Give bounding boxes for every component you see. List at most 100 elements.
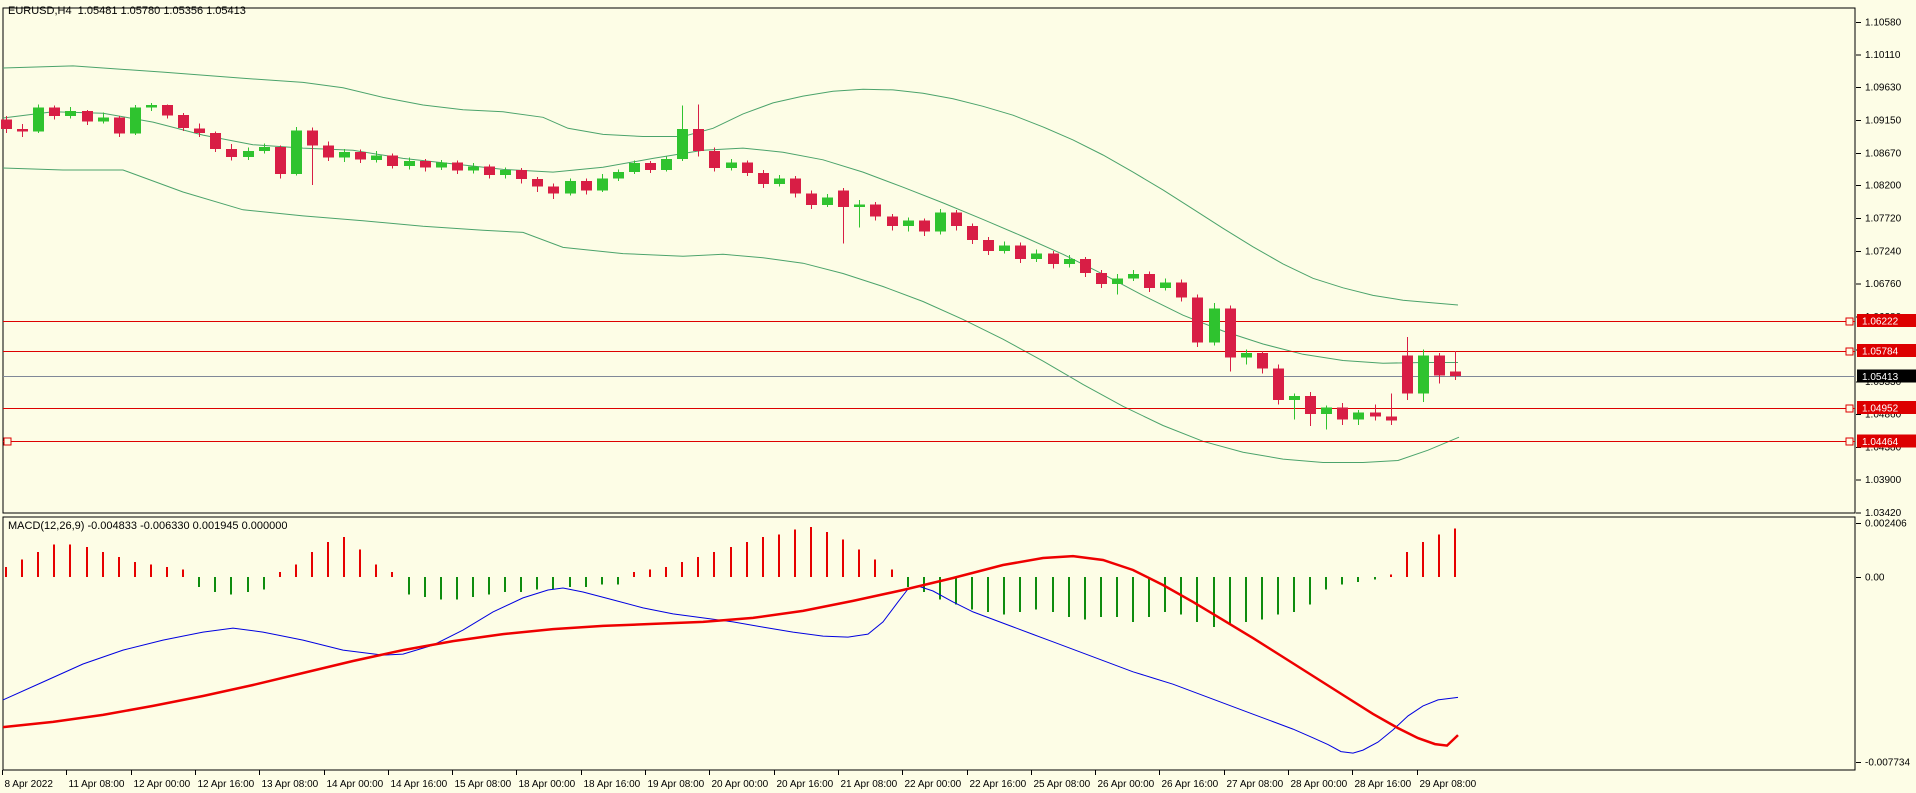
macd-histogram-bar bbox=[1229, 577, 1231, 625]
candle-bear bbox=[790, 178, 801, 194]
macd-histogram-bar bbox=[1068, 577, 1070, 617]
macd-histogram-bar bbox=[665, 567, 667, 577]
candle-bear bbox=[1225, 308, 1236, 358]
macd-histogram-bar bbox=[1261, 577, 1263, 620]
time-axis-label: 15 Apr 08:00 bbox=[455, 779, 512, 790]
candle-bull bbox=[1128, 274, 1139, 279]
macd-histogram-bar bbox=[1019, 577, 1021, 612]
hline-price-box-text: 1.04464 bbox=[1862, 437, 1899, 448]
candle-bull bbox=[999, 245, 1010, 251]
candle-bear bbox=[1192, 297, 1203, 343]
macd-histogram-bar bbox=[1325, 577, 1327, 590]
macd-histogram-bar bbox=[633, 572, 635, 577]
price-axis-label: 1.08670 bbox=[1865, 148, 1902, 159]
candle-bull bbox=[565, 181, 576, 194]
macd-histogram-bar bbox=[1116, 577, 1118, 617]
macd-histogram-bar bbox=[520, 577, 522, 592]
macd-histogram-bar bbox=[456, 577, 458, 600]
line-handle-right[interactable] bbox=[1845, 317, 1854, 326]
candle-bear bbox=[806, 193, 817, 205]
candle-bull bbox=[854, 204, 865, 207]
time-axis-label: 19 Apr 08:00 bbox=[648, 779, 705, 790]
horizontal-price-lines[interactable] bbox=[3, 317, 1855, 446]
candle-bull bbox=[404, 161, 415, 166]
candle-bear bbox=[919, 220, 930, 232]
time-axis-label: 12 Apr 16:00 bbox=[198, 779, 255, 790]
symbol-ohlc-header: EURUSD,H4 1.05481 1.05780 1.05356 1.0541… bbox=[8, 5, 246, 17]
hline-price-box-text: 1.05784 bbox=[1862, 347, 1899, 358]
macd-histogram-bar bbox=[5, 567, 7, 577]
macd-histogram-bar bbox=[762, 537, 764, 577]
candle-bull bbox=[146, 105, 157, 108]
candle-bear bbox=[532, 178, 543, 187]
price-axis[interactable]: 1.10580 1.10110 1.09630 1.09150 1.08670 1.082… bbox=[1856, 18, 1916, 769]
bollinger-upper-band bbox=[2, 65, 1459, 306]
candle-bear bbox=[1080, 259, 1091, 273]
candle-bull bbox=[468, 166, 479, 171]
candle-bear bbox=[742, 162, 753, 173]
price-axis-label: 1.05330 bbox=[1865, 377, 1902, 388]
price-axis-label: 1.10110 bbox=[1865, 50, 1901, 61]
line-handle-right[interactable] bbox=[1845, 347, 1854, 356]
candle-bull bbox=[65, 111, 76, 116]
candle-bear bbox=[1144, 274, 1155, 288]
line-handle-right[interactable] bbox=[1845, 437, 1854, 446]
macd-axis-label: 0.002406 bbox=[1865, 519, 1907, 530]
macd-signal-line bbox=[2, 554, 1459, 747]
candle-bear bbox=[1048, 253, 1059, 264]
line-handle-left[interactable] bbox=[3, 437, 12, 446]
price-axis-label: 1.09150 bbox=[1865, 116, 1902, 127]
macd-histogram-bar bbox=[1052, 577, 1054, 612]
macd-histogram-bar bbox=[440, 577, 442, 600]
line-handle-right[interactable] bbox=[1845, 404, 1854, 413]
macd-histogram-bar bbox=[230, 577, 232, 595]
macd-histogram-bar bbox=[697, 557, 699, 577]
candle-bear bbox=[307, 130, 318, 146]
candle-bear bbox=[1450, 371, 1461, 376]
candle-bear bbox=[17, 128, 28, 132]
macd-histogram-bar bbox=[601, 577, 603, 585]
candle-bear bbox=[1015, 245, 1026, 260]
macd-pane-frame bbox=[2, 516, 1856, 771]
candle-bear bbox=[983, 239, 994, 251]
macd-histogram-bar bbox=[69, 544, 71, 577]
candle-bear bbox=[226, 148, 237, 157]
candle-bull bbox=[1289, 396, 1300, 401]
candle-bull bbox=[1031, 253, 1042, 260]
candle-bull bbox=[1112, 278, 1123, 284]
current-price-box bbox=[1857, 369, 1916, 383]
macd-histogram-bar bbox=[1196, 577, 1198, 622]
macd-histogram-bar bbox=[134, 562, 136, 577]
time-axis[interactable]: 8 Apr 2022 11 Apr 08:00 12 Apr 00:00 12 Apr… bbox=[2, 770, 1477, 790]
hline-price-box-text: 1.06222 bbox=[1862, 317, 1899, 328]
candle-bull bbox=[1064, 259, 1075, 264]
candle-bear bbox=[1386, 416, 1397, 421]
price-axis-label: 1.04380 bbox=[1865, 442, 1902, 453]
macd-axis-label: 0.00 bbox=[1865, 573, 1885, 584]
macd-histogram-bar bbox=[488, 577, 490, 595]
macd-histogram-bar bbox=[1148, 577, 1150, 617]
candle-bull bbox=[371, 155, 382, 160]
macd-histogram-bar bbox=[907, 577, 909, 587]
macd-histogram-bar bbox=[1309, 577, 1311, 605]
macd-histogram-bar bbox=[536, 577, 538, 590]
macd-histogram-bar bbox=[826, 532, 828, 577]
macd-histogram-bar bbox=[713, 552, 715, 577]
candle-bull bbox=[935, 212, 946, 232]
macd-histogram-bar bbox=[617, 577, 619, 585]
macd-histogram-bar bbox=[1293, 577, 1295, 612]
candle-bear bbox=[870, 204, 881, 217]
time-axis-label: 28 Apr 16:00 bbox=[1355, 779, 1412, 790]
candle-bear bbox=[1096, 272, 1107, 284]
candle-bull bbox=[726, 162, 737, 168]
time-axis-label: 8 Apr 2022 bbox=[5, 779, 54, 790]
price-axis-label: 1.09630 bbox=[1865, 83, 1902, 94]
macd-histogram-bar bbox=[585, 577, 587, 587]
candle-bull bbox=[822, 197, 833, 205]
macd-histogram-bar bbox=[150, 564, 152, 577]
candle-bull bbox=[903, 220, 914, 227]
candle-bear bbox=[951, 212, 962, 227]
macd-histogram-bar bbox=[1438, 534, 1440, 577]
candle-bear bbox=[838, 190, 849, 207]
